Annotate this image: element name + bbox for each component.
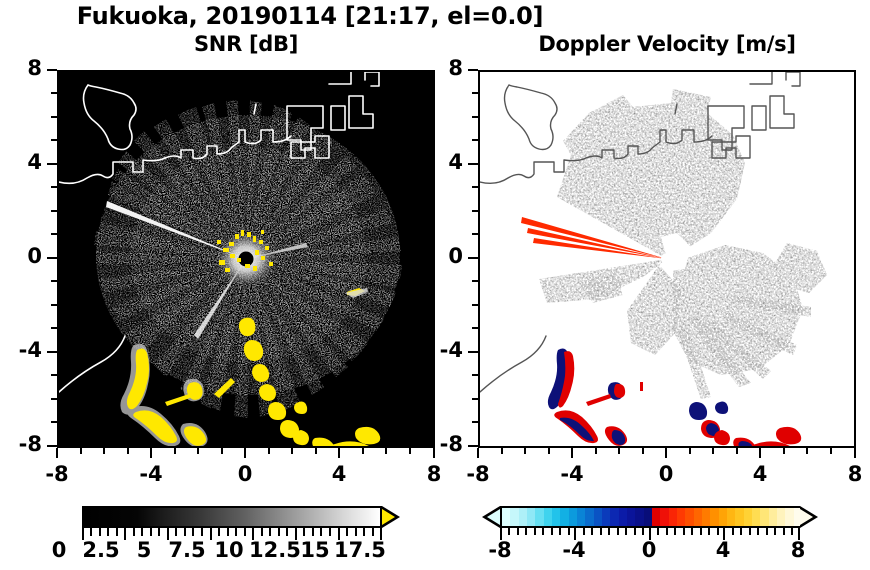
doppler-colorbar-cell: [735, 508, 744, 526]
doppler-colorbar-cell: [710, 508, 719, 526]
doppler-xtick-m4: -4: [560, 462, 584, 486]
snr-xtick-8: 8: [426, 462, 442, 486]
snr-colorbar[interactable]: [82, 506, 400, 540]
doppler-colorbar-cell: [502, 508, 511, 526]
doppler-colorbar-over-arrow: [800, 509, 813, 525]
snr-cbar-label-7p5: 7.5: [168, 538, 206, 562]
doppler-colorbar-cell: [693, 508, 702, 526]
snr-ytick-m4: -4: [18, 338, 42, 362]
snr-panel-title: SNR [dB]: [193, 32, 298, 56]
snr-cbar-label-15: 15: [300, 538, 330, 562]
doppler-colorbar-cell: [785, 508, 794, 526]
snr-cbar-label-17p5: 17.5: [334, 538, 386, 562]
doppler-cbar-label-0: 0: [641, 538, 657, 562]
snr-cbar-label-10: 10: [214, 538, 244, 562]
doppler-colorbar-cell: [752, 508, 761, 526]
doppler-colorbar-cell: [768, 508, 777, 526]
doppler-plot-area[interactable]: [478, 70, 856, 448]
doppler-xtick-4: 4: [752, 462, 768, 486]
doppler-panel-title: Doppler Velocity [m/s]: [538, 32, 796, 56]
snr-colorbar-gradient: [82, 506, 382, 528]
doppler-colorbar-cell: [743, 508, 752, 526]
doppler-ytick-4: 4: [448, 150, 463, 174]
doppler-colorbar-cell: [777, 508, 786, 526]
doppler-cbar-label-4: 4: [715, 538, 731, 562]
snr-xtick-0: 0: [237, 462, 253, 486]
doppler-colorbar-cell: [627, 508, 636, 526]
doppler-colorbar-cell: [677, 508, 686, 526]
doppler-colorbar-cell: [585, 508, 594, 526]
doppler-colorbar-cell: [685, 508, 694, 526]
doppler-ytick-0: 0: [448, 244, 463, 268]
doppler-colorbar-cell: [643, 508, 652, 526]
snr-cbar-label-12p5: 12.5: [249, 538, 301, 562]
page-title: Fukuoka, 20190114 [21:17, el=0.0]: [76, 2, 544, 30]
doppler-colorbar-cell: [568, 508, 577, 526]
doppler-ytick-m8: -8: [439, 432, 463, 456]
doppler-colorbar-cell: [702, 508, 711, 526]
doppler-colorbar-segments: [500, 506, 802, 528]
doppler-colorbar-cell: [518, 508, 527, 526]
doppler-ytick-m4: -4: [439, 338, 463, 362]
doppler-colorbar-cell: [577, 508, 586, 526]
doppler-colorbar-cell: [652, 508, 661, 526]
doppler-colorbar-cell: [527, 508, 536, 526]
doppler-colorbar-cell: [560, 508, 569, 526]
doppler-cbar-label-8: 8: [790, 538, 806, 562]
doppler-colorbar-cell: [593, 508, 602, 526]
doppler-colorbar-ticks: [500, 528, 818, 540]
doppler-colorbar-cell: [760, 508, 769, 526]
snr-ytick-4: 4: [27, 150, 42, 174]
snr-cbar-label-0: 0: [51, 538, 67, 562]
snr-radar-image: [59, 72, 433, 446]
doppler-colorbar-under-arrow: [487, 509, 500, 525]
snr-cbar-label-5: 5: [136, 538, 152, 562]
snr-colorbar-over-arrow: [382, 509, 395, 525]
doppler-colorbar-cell: [718, 508, 727, 526]
doppler-colorbar-cell: [727, 508, 736, 526]
doppler-colorbar-cell: [552, 508, 561, 526]
snr-colorbar-ticks: [82, 528, 400, 540]
snr-plot-area[interactable]: [57, 70, 435, 448]
doppler-colorbar[interactable]: [482, 506, 818, 540]
doppler-colorbar-cell: [793, 508, 802, 526]
doppler-colorbar-cell: [668, 508, 677, 526]
doppler-ytick-8: 8: [448, 56, 463, 80]
doppler-colorbar-cell: [510, 508, 519, 526]
doppler-colorbar-cell: [535, 508, 544, 526]
doppler-colorbar-cell: [635, 508, 644, 526]
snr-ytick-0: 0: [27, 244, 42, 268]
doppler-cbar-label-m8: -8: [488, 538, 512, 562]
doppler-xtick-m8: -8: [466, 462, 490, 486]
doppler-colorbar-cell: [610, 508, 619, 526]
doppler-colorbar-cell: [618, 508, 627, 526]
snr-cbar-label-2p5: 2.5: [82, 538, 120, 562]
doppler-xtick-0: 0: [658, 462, 674, 486]
doppler-cbar-label-m4: -4: [562, 538, 586, 562]
snr-xtick-4: 4: [331, 462, 347, 486]
snr-xtick-m8: -8: [45, 462, 69, 486]
doppler-colorbar-cell: [602, 508, 611, 526]
snr-xtick-m4: -4: [139, 462, 163, 486]
doppler-colorbar-cell: [660, 508, 669, 526]
snr-ytick-8: 8: [27, 56, 42, 80]
snr-ytick-m8: -8: [18, 432, 42, 456]
doppler-radar-image: [480, 72, 854, 446]
doppler-xtick-8: 8: [847, 462, 863, 486]
doppler-colorbar-cell: [543, 508, 552, 526]
